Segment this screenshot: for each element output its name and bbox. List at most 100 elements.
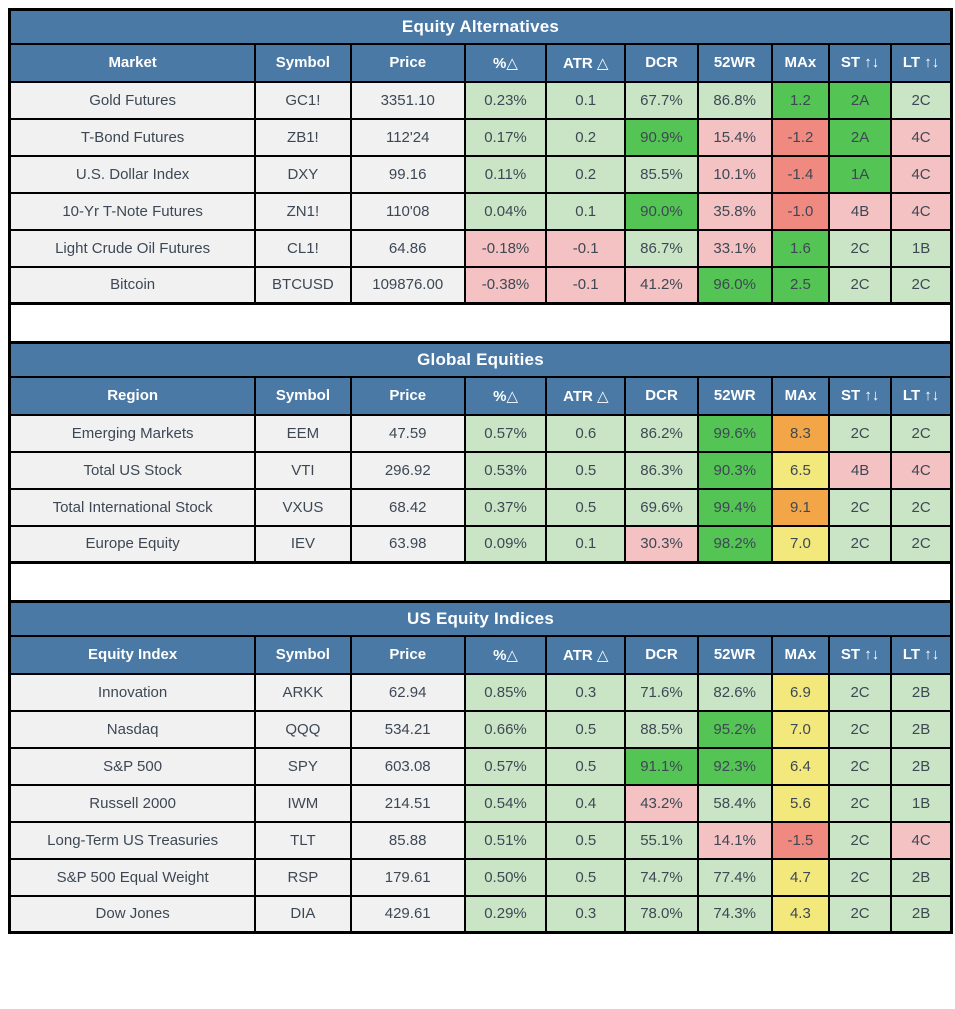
data-cell[interactable]: 2C: [828, 413, 893, 453]
data-cell[interactable]: 0.11%: [463, 154, 548, 194]
data-cell[interactable]: 6.4: [770, 746, 830, 786]
data-cell[interactable]: 14.1%: [696, 820, 773, 860]
data-cell[interactable]: EEM: [254, 413, 352, 453]
data-cell[interactable]: 99.6%: [696, 413, 773, 453]
column-header[interactable]: Symbol: [254, 634, 352, 675]
data-cell[interactable]: 0.2: [545, 154, 627, 194]
data-cell[interactable]: 95.2%: [696, 709, 773, 749]
data-cell[interactable]: 1B: [890, 783, 953, 823]
data-cell[interactable]: 0.57%: [463, 746, 548, 786]
data-cell[interactable]: 2C: [827, 820, 893, 860]
column-header[interactable]: ATR △: [545, 42, 627, 83]
data-cell[interactable]: IWM: [254, 783, 352, 823]
column-header[interactable]: Market: [8, 42, 257, 83]
column-header[interactable]: ATR △: [545, 634, 627, 675]
data-cell[interactable]: 74.7%: [624, 857, 699, 897]
data-cell[interactable]: 4C: [890, 117, 953, 157]
data-cell[interactable]: 179.61: [349, 857, 466, 897]
row-label-cell[interactable]: Light Crude Oil Futures: [8, 228, 257, 268]
data-cell[interactable]: 0.54%: [463, 783, 548, 823]
data-cell[interactable]: 68.42: [349, 487, 466, 527]
data-cell[interactable]: 2B: [890, 857, 953, 897]
data-cell[interactable]: 2A: [827, 80, 893, 120]
row-label-cell[interactable]: U.S. Dollar Index: [8, 154, 257, 194]
column-header[interactable]: MAx: [770, 42, 830, 83]
data-cell[interactable]: 47.59: [349, 413, 466, 453]
data-cell[interactable]: 0.66%: [463, 709, 548, 749]
data-cell[interactable]: 90.0%: [624, 191, 699, 231]
row-label-cell[interactable]: Innovation: [8, 672, 257, 712]
data-cell[interactable]: 63.98: [349, 524, 466, 564]
data-cell[interactable]: 4C: [890, 450, 953, 490]
data-cell[interactable]: 3351.10: [349, 80, 466, 120]
column-header[interactable]: Symbol: [254, 375, 352, 416]
data-cell[interactable]: QQQ: [254, 709, 352, 749]
data-cell[interactable]: 2A: [827, 117, 893, 157]
data-cell[interactable]: 96.0%: [696, 265, 773, 305]
column-header[interactable]: DCR: [624, 42, 699, 83]
column-header[interactable]: LT ↑↓: [890, 42, 953, 83]
row-label-cell[interactable]: S&P 500: [8, 746, 257, 786]
column-header[interactable]: ST ↑↓: [827, 42, 893, 83]
data-cell[interactable]: BTCUSD: [254, 265, 352, 305]
data-cell[interactable]: 429.61: [349, 894, 466, 934]
data-cell[interactable]: ARKK: [254, 672, 352, 712]
data-cell[interactable]: IEV: [254, 524, 352, 564]
data-cell[interactable]: 0.04%: [463, 191, 548, 231]
data-cell[interactable]: 0.85%: [463, 672, 548, 712]
data-cell[interactable]: 71.6%: [624, 672, 699, 712]
data-cell[interactable]: 43.2%: [624, 783, 699, 823]
column-header[interactable]: MAx: [770, 634, 830, 675]
data-cell[interactable]: 98.2%: [696, 524, 773, 564]
data-cell[interactable]: 2B: [890, 894, 953, 934]
data-cell[interactable]: 86.8%: [696, 80, 773, 120]
column-header[interactable]: ST ↑↓: [828, 375, 893, 416]
data-cell[interactable]: 7.0: [770, 709, 830, 749]
data-cell[interactable]: 0.57%: [463, 413, 548, 453]
data-cell[interactable]: 0.2: [545, 117, 627, 157]
data-cell[interactable]: 0.50%: [463, 857, 548, 897]
data-cell[interactable]: 33.1%: [696, 228, 773, 268]
data-cell[interactable]: 91.1%: [624, 746, 699, 786]
data-cell[interactable]: 296.92: [349, 450, 466, 490]
column-header[interactable]: 52WR: [696, 375, 773, 416]
column-header[interactable]: %△: [463, 634, 548, 675]
data-cell[interactable]: -1.2: [770, 117, 830, 157]
data-cell[interactable]: 4.7: [770, 857, 830, 897]
data-cell[interactable]: 85.5%: [624, 154, 699, 194]
column-header[interactable]: Region: [8, 375, 257, 416]
data-cell[interactable]: 0.4: [545, 783, 627, 823]
data-cell[interactable]: 2.5: [770, 265, 830, 305]
data-cell[interactable]: 86.7%: [624, 228, 699, 268]
data-cell[interactable]: -1.0: [770, 191, 830, 231]
data-cell[interactable]: -0.1: [545, 265, 627, 305]
data-cell[interactable]: 4.3: [770, 894, 830, 934]
data-cell[interactable]: 99.4%: [696, 487, 773, 527]
data-cell[interactable]: 2C: [827, 228, 893, 268]
data-cell[interactable]: 0.5: [545, 450, 627, 490]
row-label-cell[interactable]: Gold Futures: [8, 80, 257, 120]
column-header[interactable]: %△: [463, 375, 548, 416]
data-cell[interactable]: -1.5: [770, 820, 830, 860]
data-cell[interactable]: 30.3%: [624, 524, 699, 564]
data-cell[interactable]: 15.4%: [696, 117, 773, 157]
data-cell[interactable]: 2B: [890, 709, 953, 749]
data-cell[interactable]: TLT: [254, 820, 352, 860]
data-cell[interactable]: 2C: [827, 746, 893, 786]
data-cell[interactable]: 41.2%: [624, 265, 699, 305]
data-cell[interactable]: 5.6: [770, 783, 830, 823]
data-cell[interactable]: 0.5: [545, 709, 627, 749]
data-cell[interactable]: 2C: [827, 783, 893, 823]
column-header[interactable]: 52WR: [696, 634, 773, 675]
column-header[interactable]: DCR: [624, 375, 699, 416]
column-header[interactable]: Equity Index: [8, 634, 257, 675]
data-cell[interactable]: 67.7%: [624, 80, 699, 120]
data-cell[interactable]: 64.86: [349, 228, 466, 268]
data-cell[interactable]: 2C: [890, 524, 953, 564]
data-cell[interactable]: 0.1: [545, 191, 627, 231]
data-cell[interactable]: 2C: [827, 265, 893, 305]
data-cell[interactable]: 109876.00: [349, 265, 466, 305]
column-header[interactable]: ATR △: [545, 375, 627, 416]
data-cell[interactable]: DXY: [254, 154, 352, 194]
data-cell[interactable]: 2C: [827, 709, 893, 749]
